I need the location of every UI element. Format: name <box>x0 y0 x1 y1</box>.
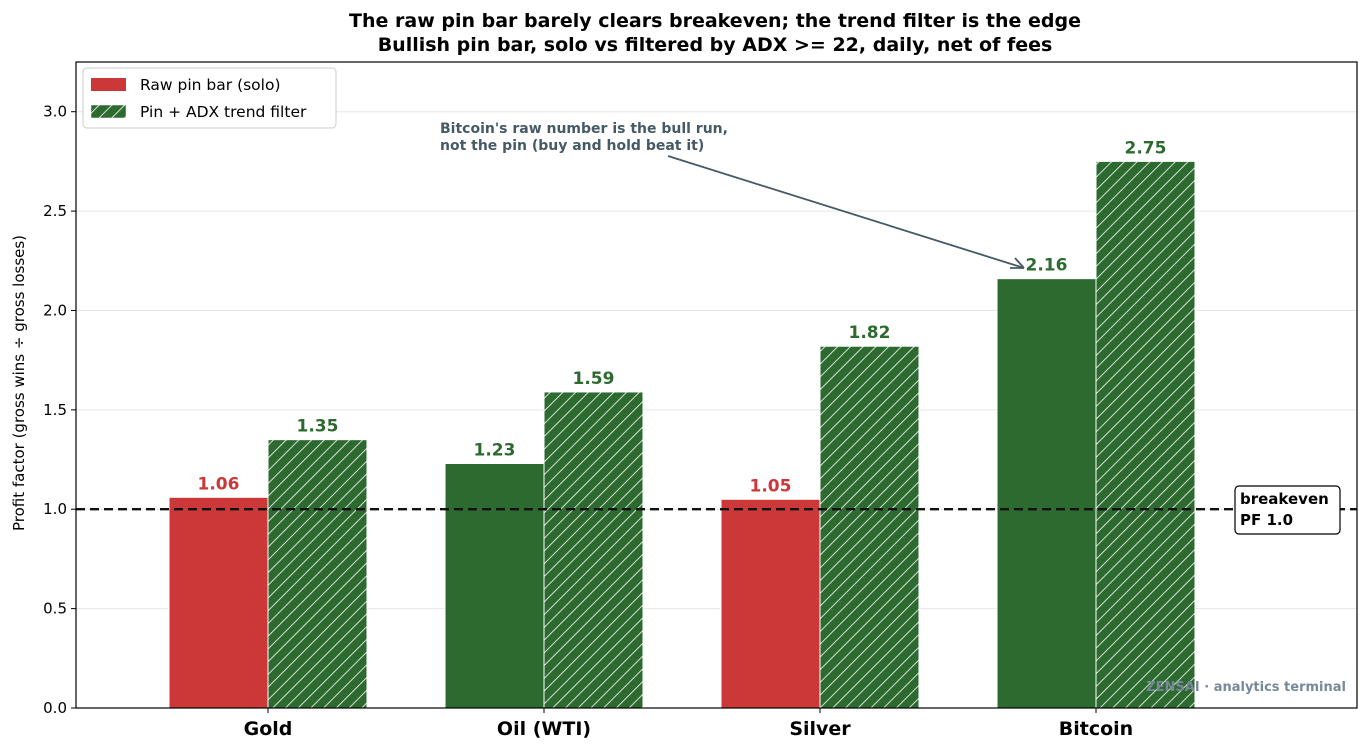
legend-label-raw: Raw pin bar (solo) <box>140 76 281 94</box>
legend-swatch-raw <box>91 78 126 91</box>
annotation: Bitcoin's raw number is the bull run, no… <box>440 121 1025 269</box>
legend-box <box>82 67 337 129</box>
chart-subtitle: Bullish pin bar, solo vs filtered by ADX… <box>378 34 1053 56</box>
value-label-raw: 2.16 <box>1026 256 1068 276</box>
bar-raw-2 <box>720 498 821 709</box>
breakeven-label-line1: breakeven <box>1240 490 1329 508</box>
y-axis-ticks: 0.0 0.5 1.0 1.5 2.0 2.5 3.0 <box>43 103 76 717</box>
y-tick-label: 2.5 <box>43 202 67 220</box>
value-label-raw: 1.05 <box>750 476 792 496</box>
bar-filtered-0 <box>267 439 368 709</box>
y-tick-label: 2.0 <box>43 301 67 319</box>
breakeven-label-line2: PF 1.0 <box>1240 511 1293 529</box>
x-tick-label: Oil (WTI) <box>497 718 591 740</box>
x-tick-label: Silver <box>789 718 851 740</box>
bar-filtered-1 <box>543 391 644 709</box>
value-labels: 1.06 1.35 1.23 1.59 1.05 1.82 2.16 2.75 <box>198 138 1167 496</box>
annotation-arrowhead <box>1010 257 1025 269</box>
x-axis-ticks: Gold Oil (WTI) Silver Bitcoin <box>244 708 1133 740</box>
y-tick-label: 0.5 <box>43 600 67 618</box>
breakeven-label: breakeven PF 1.0 <box>1234 485 1341 535</box>
breakeven-label-box <box>1234 485 1341 535</box>
value-label-raw: 1.23 <box>474 441 516 461</box>
y-tick-label: 1.0 <box>43 500 67 518</box>
plot-frame <box>75 61 1358 709</box>
bar-raw-3 <box>996 278 1097 709</box>
bar-raw-0 <box>168 496 269 709</box>
value-label-filtered: 1.35 <box>297 417 339 437</box>
value-label-raw: 1.06 <box>198 474 240 494</box>
value-label-filtered: 2.75 <box>1125 138 1167 158</box>
annotation-line1: Bitcoin's raw number is the bull run, <box>440 121 728 137</box>
annotation-line2: not the pin (buy and hold beat it) <box>440 138 704 154</box>
value-label-filtered: 1.59 <box>573 369 615 389</box>
x-tick-label: Gold <box>244 718 293 740</box>
value-label-filtered: 1.82 <box>849 323 891 343</box>
legend-swatch-filtered <box>90 104 127 119</box>
y-axis-label: Profit factor (gross wins ÷ gross losses… <box>10 235 28 531</box>
bar-filtered-3 <box>1095 160 1196 709</box>
legend-label-filtered: Pin + ADX trend filter <box>140 103 307 121</box>
y-tick-label: 3.0 <box>43 103 67 121</box>
bar-filtered-2 <box>819 345 920 709</box>
bar-raw-1 <box>444 463 545 709</box>
watermark: ZENSAI · analytics terminal <box>1146 680 1346 695</box>
chart-title: The raw pin bar barely clears breakeven;… <box>349 10 1081 32</box>
y-tick-label: 0.0 <box>43 699 67 717</box>
legend: Raw pin bar (solo) Pin + ADX trend filte… <box>82 67 337 129</box>
annotation-arrow <box>667 155 1025 269</box>
x-tick-label: Bitcoin <box>1059 718 1133 740</box>
y-tick-label: 1.5 <box>43 401 67 419</box>
bars <box>168 160 1196 709</box>
